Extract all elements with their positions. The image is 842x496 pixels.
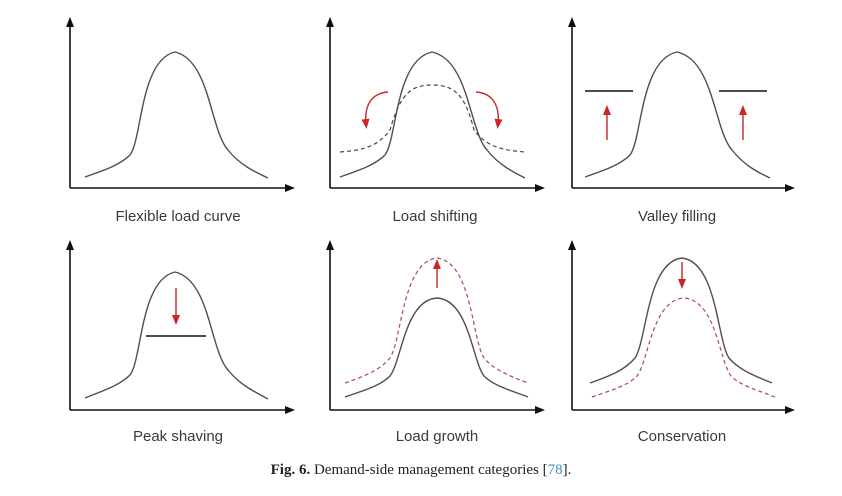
shift-arrow-left (361, 91, 389, 129)
panel-label: Load shifting (392, 208, 477, 225)
panel-flexible-load-curve: Flexible load curve (66, 17, 295, 225)
load-curve (339, 51, 526, 179)
shifted-load-curve (339, 84, 526, 153)
figure-number: Fig. 6. (270, 462, 311, 478)
increased-load-curve (344, 257, 529, 384)
caption-text: Demand-side management categories [ (313, 462, 548, 478)
panel-peak-shaving: Peak shaving (66, 240, 295, 445)
reduced-load-curve (591, 297, 776, 398)
panel-load-shifting: Load shifting (326, 17, 545, 225)
figure-caption: Fig. 6. Demand-side management categorie… (0, 462, 842, 479)
caption-end: ]. (562, 462, 572, 478)
shift-arrow-right (475, 91, 503, 129)
panel-label: Conservation (638, 428, 726, 445)
panel-label: Valley filling (638, 208, 716, 225)
panel-load-growth: Load growth (326, 240, 545, 445)
load-curve (584, 51, 771, 179)
panel-conservation: Conservation (568, 240, 795, 445)
load-curve (589, 257, 773, 384)
load-curve (84, 271, 269, 400)
load-curve (84, 51, 269, 179)
panel-label: Flexible load curve (115, 208, 240, 225)
panel-valley-filling: Valley filling (568, 17, 795, 225)
panel-label: Load growth (396, 428, 479, 445)
citation-link[interactable]: 78 (547, 462, 563, 478)
load-curve (344, 297, 529, 398)
panel-label: Peak shaving (133, 428, 223, 445)
